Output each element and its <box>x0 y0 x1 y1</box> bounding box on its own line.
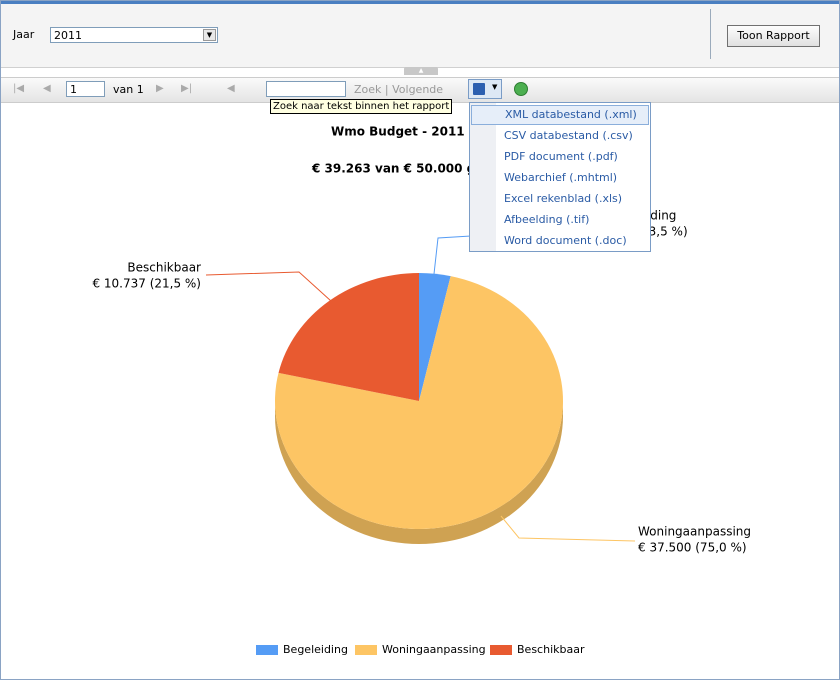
collapse-tab[interactable]: ▲ <box>404 67 438 75</box>
legend-swatch <box>490 645 512 655</box>
year-label: Jaar <box>13 28 35 41</box>
pie-slice <box>419 273 451 401</box>
next-page[interactable]: ▶ <box>156 83 164 94</box>
menu-item[interactable]: Webarchief (.mhtml) <box>504 171 618 184</box>
year-select[interactable]: 2011 ▼ <box>50 27 218 43</box>
last-page[interactable]: ▶| <box>181 83 193 94</box>
search-input[interactable] <box>266 81 346 97</box>
slice-label: Beschikbaar <box>127 261 201 275</box>
export-arrow: ▼ <box>492 83 498 91</box>
slice-value-label: € 10.737 (21,5 %) <box>92 277 201 291</box>
pie-slice <box>275 276 563 529</box>
prev-page[interactable]: ◀ <box>43 83 51 94</box>
menu-item[interactable]: Excel rekenblad (.xls) <box>504 192 623 205</box>
leader-line <box>500 515 636 542</box>
separator <box>710 9 711 59</box>
export-menu: XML databestand (.xml) CSV databestand (.… <box>469 102 651 252</box>
menu-item[interactable]: CSV databestand (.csv) <box>504 129 633 142</box>
next-link[interactable]: Volgende <box>392 83 444 96</box>
menu-item[interactable]: PDF document (.pdf) <box>504 150 618 163</box>
menu-gutter <box>470 103 496 251</box>
dropdown-arrow: ▼ <box>203 29 216 41</box>
slice-label: Woningaanpassing <box>638 525 751 539</box>
back[interactable]: ◀ <box>227 83 235 94</box>
tooltip: Zoek naar tekst binnen het rapport <box>270 99 453 114</box>
legend-swatch <box>355 645 377 655</box>
first-page[interactable]: |◀ <box>13 83 25 94</box>
pie-slice <box>278 273 419 401</box>
top-border <box>1 1 839 4</box>
legend-label: Beschikbaar <box>517 643 585 656</box>
find-controls: Zoek | Volgende <box>354 83 444 96</box>
show-report-button[interactable]: Toon Rapport <box>727 25 820 47</box>
legend-swatch <box>256 645 278 655</box>
year-value: 2011 <box>54 29 82 42</box>
leader-line <box>433 235 472 275</box>
report-title: Wmo Budget - 2011 - C <box>331 125 487 139</box>
leader-line <box>205 271 332 302</box>
find-link[interactable]: Zoek <box>354 83 382 96</box>
legend-label: Woningaanpassing <box>382 643 486 656</box>
report-subtitle: € 39.263 van € 50.000 ges <box>311 162 491 176</box>
export-button[interactable]: ▼ <box>468 79 502 99</box>
page-input[interactable]: 1 <box>66 81 105 97</box>
page-count: van 1 <box>113 83 144 96</box>
save-icon <box>473 83 485 95</box>
refresh-button[interactable] <box>514 82 528 96</box>
menu-item[interactable]: Afbeelding (.tif) <box>504 213 590 226</box>
parameter-panel: Jaar 2011 ▼ Toon Rapport <box>1 4 839 68</box>
menu-item[interactable]: Word document (.doc) <box>504 234 627 247</box>
menu-item[interactable]: XML databestand (.xml) <box>471 105 649 125</box>
legend-label: Begeleiding <box>283 643 348 656</box>
slice-value-label: € 37.500 (75,0 %) <box>638 541 747 555</box>
page-number: 1 <box>70 83 77 96</box>
